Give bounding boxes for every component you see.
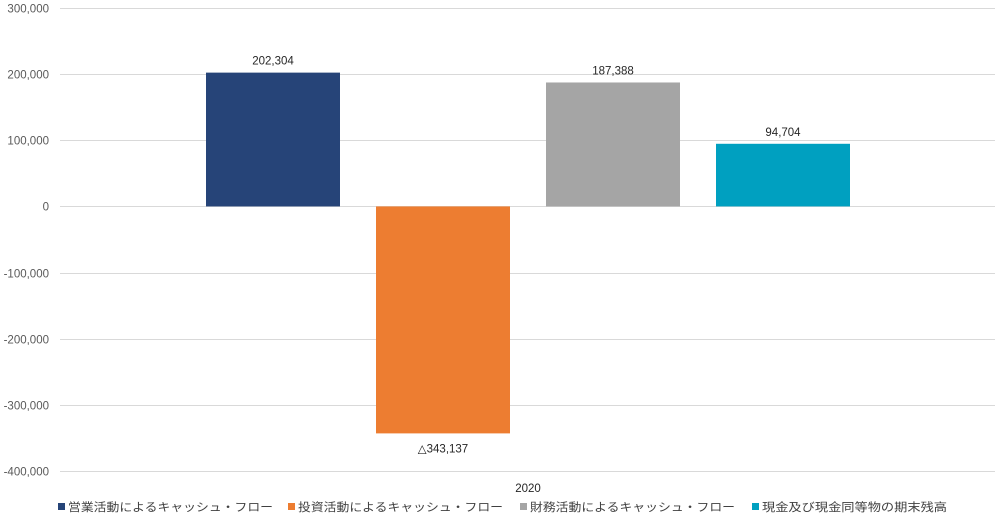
- y-tick-label: 300,000: [7, 4, 49, 16]
- bars: [206, 72, 850, 434]
- legend: 営業活動によるキャッシュ・フロー 投資活動によるキャッシュ・フロー 財務活動によるキ…: [58, 500, 947, 514]
- y-tick-label: 100,000: [7, 136, 49, 148]
- y-tick-label: -100,000: [4, 269, 49, 281]
- data-label-series-2: △343,137: [418, 443, 468, 455]
- gridlines: [60, 8, 995, 472]
- y-tick-label: 0: [43, 202, 49, 214]
- legend-item-4: 現金及び現金同等物の期末残高: [752, 500, 947, 514]
- y-tick-label: -200,000: [4, 335, 49, 347]
- y-tick-label: 200,000: [7, 70, 49, 82]
- bar-series-4: [716, 143, 850, 207]
- y-axis-tick-labels: 300,000 200,000 100,000 0 -100,000 -200,000 -3…: [4, 4, 49, 479]
- data-label-series-3: 187,388: [592, 65, 634, 77]
- bar-series-1: [206, 72, 340, 207]
- legend-item-1: 営業活動によるキャッシュ・フロー: [58, 500, 273, 514]
- legend-label: 財務活動によるキャッシュ・フロー: [530, 500, 735, 514]
- data-label-series-1: 202,304: [252, 56, 294, 68]
- x-category-label: 2020: [515, 483, 541, 495]
- legend-swatch: [520, 503, 527, 510]
- y-tick-label: -300,000: [4, 401, 49, 413]
- x-axis-category-labels: 2020: [515, 483, 541, 495]
- legend-swatch: [58, 503, 65, 510]
- bar-series-2: [376, 206, 510, 434]
- legend-item-3: 財務活動によるキャッシュ・フロー: [520, 500, 735, 514]
- legend-swatch: [288, 503, 295, 510]
- data-label-series-4: 94,704: [765, 127, 801, 139]
- legend-label: 営業活動によるキャッシュ・フロー: [68, 500, 273, 514]
- legend-swatch: [752, 503, 759, 510]
- legend-label: 現金及び現金同等物の期末残高: [762, 500, 947, 514]
- y-tick-label: -400,000: [4, 467, 49, 479]
- bar-series-3: [546, 82, 680, 207]
- data-labels: 202,304 △343,137 187,388 94,704: [252, 56, 801, 456]
- legend-item-2: 投資活動によるキャッシュ・フロー: [288, 500, 503, 514]
- legend-label: 投資活動によるキャッシュ・フロー: [298, 500, 503, 514]
